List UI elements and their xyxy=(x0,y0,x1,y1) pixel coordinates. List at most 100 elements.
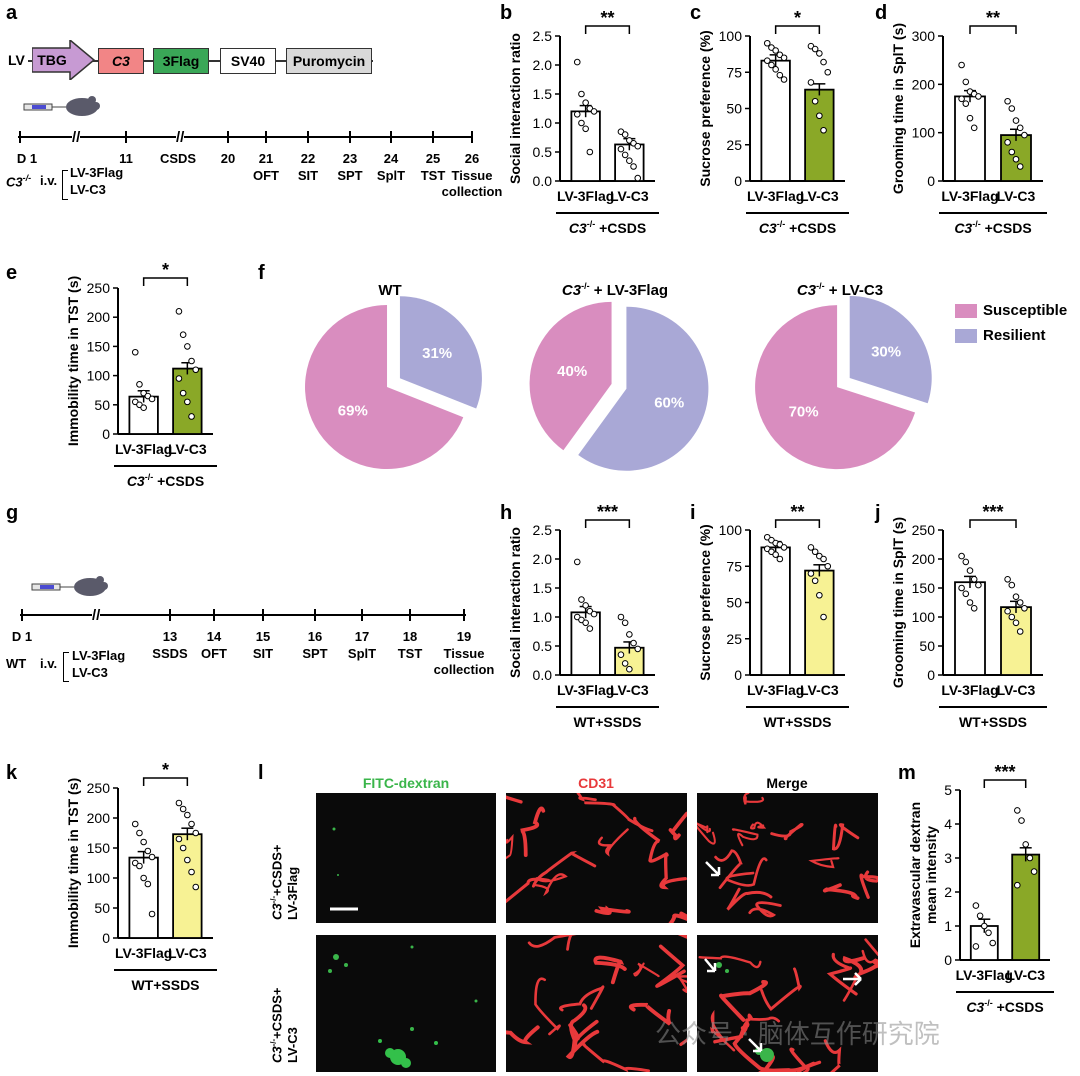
data-point xyxy=(1008,148,1016,156)
pie-label-resilient: 30% xyxy=(871,343,901,360)
panel-label-i: i xyxy=(690,502,696,524)
y-axis-label: Social interaction ratio xyxy=(507,33,523,184)
timeline-g-arm-1: LV-3Flag xyxy=(72,648,126,663)
data-point xyxy=(820,613,827,621)
significance-label: * xyxy=(162,760,169,780)
timeline-a-axis xyxy=(18,136,472,138)
y-tick-label: 100 xyxy=(87,368,111,384)
timeline_g-tick xyxy=(169,609,171,621)
bar-LV-3Flag xyxy=(760,546,791,676)
vessel xyxy=(576,793,597,802)
vessel xyxy=(584,801,654,833)
data-point xyxy=(1004,139,1011,146)
data-point xyxy=(772,551,779,558)
timeline_a-test: OFT xyxy=(253,168,279,183)
timeline_g-day: 14 xyxy=(206,629,222,644)
data-point xyxy=(820,126,827,134)
data-point xyxy=(975,93,982,100)
timeline_g-tick xyxy=(262,609,264,621)
vessel xyxy=(823,1039,842,1072)
y-axis-label: mean intensity xyxy=(923,826,939,924)
watermark: 公众号 · 脑体互作研究院 xyxy=(655,1020,940,1050)
timeline_g-tissue: collection xyxy=(433,662,495,677)
significance-bracket xyxy=(584,519,631,528)
group-label: WT+SSDS xyxy=(959,714,1027,730)
timeline_a-test: Tissue xyxy=(451,168,493,183)
timeline_g-test: SSDS xyxy=(152,646,188,661)
data-point xyxy=(634,645,642,653)
pie-label-resilient: 31% xyxy=(422,345,452,362)
data-point xyxy=(1012,117,1020,124)
y-tick-label: 2.0 xyxy=(533,551,553,567)
data-point xyxy=(1016,163,1024,170)
data-point xyxy=(179,389,187,397)
bar-chart-m: 0 1 2 3 4 5 Extravascular dextran mean intensit… xyxy=(907,762,1054,1015)
panel-label-m: m xyxy=(898,762,916,784)
data-point xyxy=(763,39,771,47)
data-point xyxy=(811,548,819,556)
y-axis-label: Immobility time in TST (s) xyxy=(65,778,81,948)
timeline_g-day: 13 xyxy=(162,629,178,644)
vessel xyxy=(677,935,687,939)
y-tick-label: 2 xyxy=(944,884,952,900)
timeline_g-tick xyxy=(314,609,316,621)
legend-resilient: Resilient xyxy=(983,327,1046,344)
data-point xyxy=(621,151,629,159)
y-tick-label: 250 xyxy=(87,780,111,796)
pie-label-susceptible: 40% xyxy=(557,363,587,380)
micro-col-fitc: FITC-dextran xyxy=(362,775,450,791)
vessel xyxy=(732,1025,792,1072)
y-axis-label: Grooming time in SplT (s) xyxy=(890,23,906,194)
y-axis-label: Sucrose preference (%) xyxy=(697,524,713,680)
vessel xyxy=(597,828,629,857)
y-tick-label: 0 xyxy=(944,952,952,968)
data-point xyxy=(970,605,978,612)
panel-label-g: g xyxy=(6,502,19,524)
construct-part-3flag: 3Flag xyxy=(153,48,209,74)
vessel xyxy=(668,811,687,841)
panel-label-e: e xyxy=(6,262,18,284)
y-tick-label: 50 xyxy=(919,638,935,654)
timeline_a-tick xyxy=(227,131,229,143)
y-tick-label: 3 xyxy=(944,850,952,866)
legend-susceptible-swatch xyxy=(955,304,977,318)
pie-slice-susceptible xyxy=(305,305,464,470)
vessel xyxy=(748,901,782,918)
timeline_g-test: SplT xyxy=(347,646,377,661)
y-tick-label: 200 xyxy=(87,309,111,325)
construct-lv-label: LV xyxy=(8,52,25,68)
data-point xyxy=(1008,613,1016,621)
timeline-break: // xyxy=(72,129,81,146)
data-point xyxy=(578,596,585,603)
data-point xyxy=(136,862,143,870)
micro-row-label-2: C3-/-+CSDS+ LV-C3 xyxy=(269,987,301,1064)
bar-LV-C3 xyxy=(804,88,835,182)
bar-chart-j: 0 50 100 150 200 250 Grooming time in SplT (s)… xyxy=(890,502,1047,730)
data-point xyxy=(582,99,589,106)
x-tick-label: LV-3Flag xyxy=(941,188,998,204)
data-point xyxy=(140,874,147,882)
data-point xyxy=(972,902,980,909)
timeline_a-test: TST xyxy=(420,168,446,183)
micro-cd31-3flag xyxy=(506,793,687,923)
injection-mouse-icon xyxy=(23,96,100,116)
data-point xyxy=(962,78,970,86)
data-point xyxy=(582,125,589,133)
bar-LV-C3 xyxy=(804,569,835,676)
pie-title: C3-/- + LV-C3 xyxy=(797,281,883,299)
timeline_g-test: OFT xyxy=(201,646,227,661)
vessel xyxy=(861,949,878,964)
construct-part-sv40: SV40 xyxy=(220,48,276,74)
data-point xyxy=(573,558,581,566)
vessel xyxy=(831,823,860,851)
micro-cd31-c3 xyxy=(506,935,687,1072)
vessel xyxy=(731,828,759,847)
y-tick-label: 0 xyxy=(734,173,742,189)
timeline_a-day: 22 xyxy=(300,151,316,166)
data-point xyxy=(188,357,195,365)
data-point xyxy=(586,148,594,156)
data-point xyxy=(1012,155,1020,163)
data-point xyxy=(1018,817,1025,824)
vessel xyxy=(506,833,514,860)
timeline_g-day: 16 xyxy=(307,629,323,644)
